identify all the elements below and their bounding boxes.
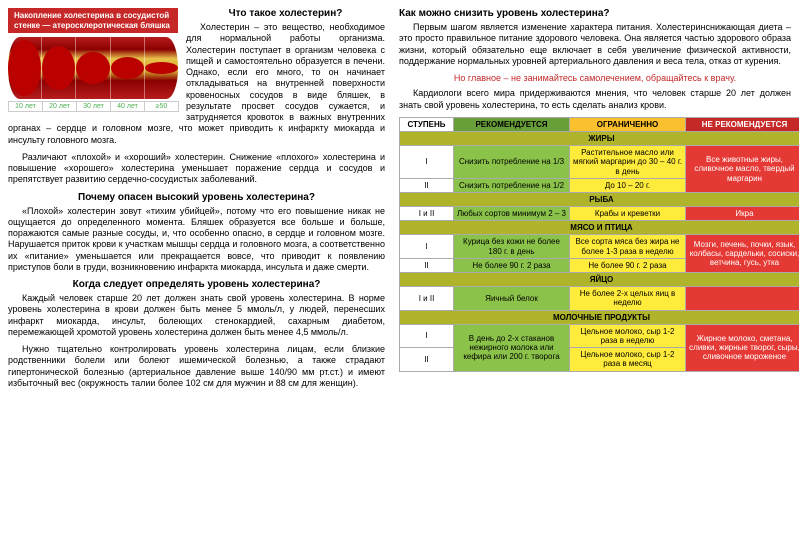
rec-cell: Снизить потребление на 1/2 bbox=[454, 178, 570, 192]
th-limited: ОГРАНИЧЕННО bbox=[570, 117, 686, 131]
th-recommended: РЕКОМЕНДУЕТСЯ bbox=[454, 117, 570, 131]
lim-cell: Растительное масло или мягкий маргарин д… bbox=[570, 146, 686, 179]
lim-cell: Не более 2-х целых яиц в неделю bbox=[570, 287, 686, 310]
rec-cell: Не более 90 г. 2 раза bbox=[454, 258, 570, 272]
diet-table: СТУПЕНЬРЕКОМЕНДУЕТСЯОГРАНИЧЕННОНЕ РЕКОМЕ… bbox=[399, 117, 799, 372]
notrec-cell: Жирное молоко, сметана, сливки, жирные т… bbox=[686, 324, 799, 371]
rec-cell: Любых сортов минимум 2 – 3 bbox=[454, 207, 570, 221]
step-cell: II bbox=[400, 258, 454, 272]
step-cell: I и II bbox=[400, 287, 454, 310]
timeline-label: 20 лет bbox=[42, 101, 77, 112]
heading-when: Когда следует определять уровень холесте… bbox=[8, 279, 385, 290]
timeline-label: 10 лет bbox=[8, 101, 43, 112]
para-good-bad: Различают «плохой» и «хороший» холестери… bbox=[8, 152, 385, 186]
section-header: ЖИРЫ bbox=[400, 131, 799, 145]
th-not-recommended: НЕ РЕКОМЕНДУЕТСЯ bbox=[686, 117, 799, 131]
timeline-label: 30 лет bbox=[76, 101, 111, 112]
rec-cell: В день до 2-х стаканов нежирного молока … bbox=[454, 324, 570, 371]
lim-cell: Цельное молоко, сыр 1-2 раза в неделю bbox=[570, 324, 686, 347]
rec-cell: Яичный белок bbox=[454, 287, 570, 310]
lim-cell: Цельное молоко, сыр 1-2 раза в месяц bbox=[570, 348, 686, 371]
heading-danger: Почему опасен высокий уровень холестерин… bbox=[8, 192, 385, 203]
artery-diagram: Накопление холестерина в сосудистой стен… bbox=[8, 8, 178, 112]
step-cell: I bbox=[400, 146, 454, 179]
heading-lower: Как можно снизить уровень холестерина? bbox=[399, 8, 791, 19]
section-header: РЫБА bbox=[400, 192, 799, 206]
para-lower-1: Первым шагом является изменение характер… bbox=[399, 22, 791, 67]
warning-text: Но главное – не занимайтесь самолечением… bbox=[399, 73, 791, 84]
notrec-cell: Мозги, печень, почки, язык, колбасы, сар… bbox=[686, 235, 799, 273]
lim-cell: Крабы и креветки bbox=[570, 207, 686, 221]
rec-cell: Снизить потребление на 1/3 bbox=[454, 146, 570, 179]
step-cell: II bbox=[400, 178, 454, 192]
step-cell: I и II bbox=[400, 207, 454, 221]
notrec-cell: Все животные жиры, сливочное масло, твер… bbox=[686, 146, 799, 193]
lim-cell: Не более 90 г. 2 раза bbox=[570, 258, 686, 272]
artery-graphic bbox=[8, 37, 178, 99]
section-header: МЯСО И ПТИЦА bbox=[400, 221, 799, 235]
lim-cell: Все сорта мяса без жира не более 1-3 раз… bbox=[570, 235, 686, 258]
th-step: СТУПЕНЬ bbox=[400, 117, 454, 131]
notrec-cell bbox=[686, 287, 799, 310]
timeline-label: ≥50 bbox=[144, 101, 179, 112]
para-danger: «Плохой» холестерин зовут «тихим убийцей… bbox=[8, 206, 385, 274]
para-when-2: Нужно тщательно контролировать уровень х… bbox=[8, 344, 385, 389]
left-column: Накопление холестерина в сосудистой стен… bbox=[0, 0, 395, 551]
timeline-label: 40 лет bbox=[110, 101, 145, 112]
step-cell: I bbox=[400, 235, 454, 258]
rec-cell: Курица без кожи не более 180 г. в день bbox=[454, 235, 570, 258]
artery-timeline: 10 лет 20 лет 30 лет 40 лет ≥50 bbox=[8, 101, 178, 112]
notrec-cell: Икра bbox=[686, 207, 799, 221]
step-cell: I bbox=[400, 324, 454, 347]
section-header: МОЛОЧНЫЕ ПРОДУКТЫ bbox=[400, 310, 799, 324]
right-column: Как можно снизить уровень холестерина? П… bbox=[395, 0, 799, 551]
section-header: ЯЙЦО bbox=[400, 273, 799, 287]
para-lower-2: Кардиологи всего мира придерживаются мне… bbox=[399, 88, 791, 111]
para-when-1: Каждый человек старше 20 лет должен знат… bbox=[8, 293, 385, 338]
lim-cell: До 10 – 20 г. bbox=[570, 178, 686, 192]
step-cell: II bbox=[400, 348, 454, 371]
banner-text: Накопление холестерина в сосудистой стен… bbox=[8, 8, 178, 33]
